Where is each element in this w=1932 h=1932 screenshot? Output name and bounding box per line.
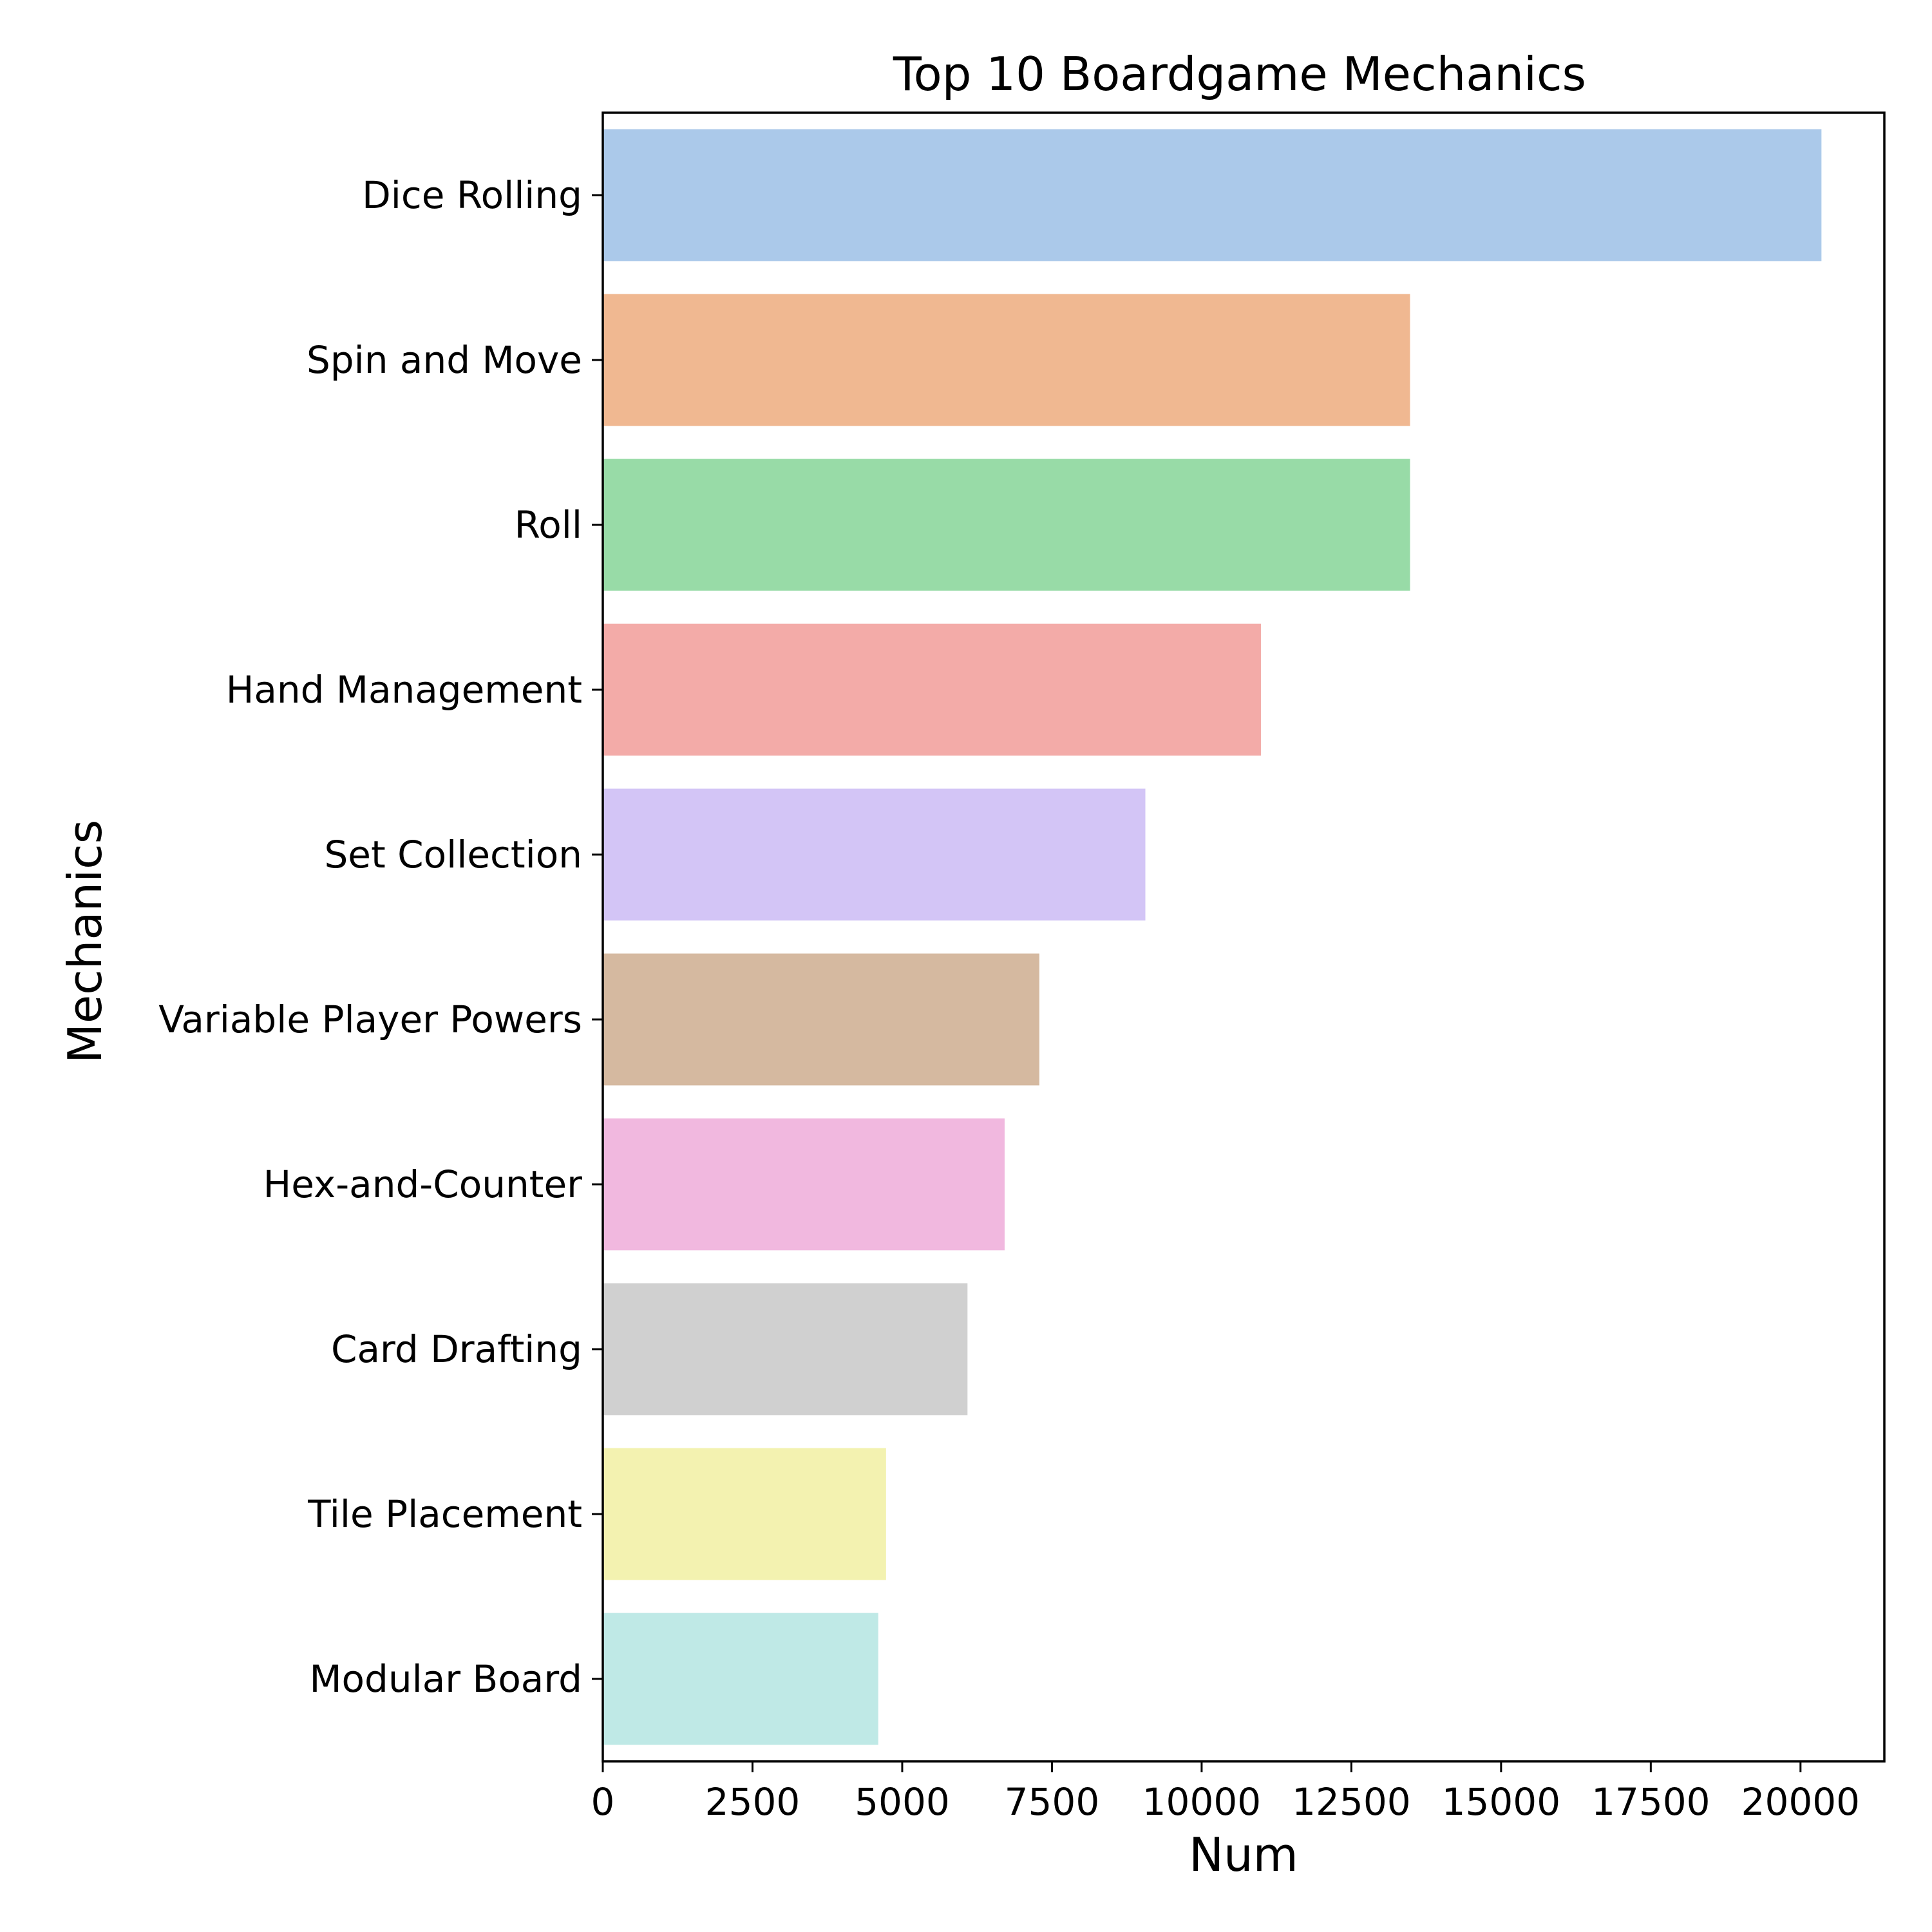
y-tick-label: Dice Rolling (362, 173, 582, 217)
y-tick-label: Hand Management (226, 668, 582, 712)
plot-frame (601, 111, 1886, 1763)
y-tick-label: Variable Player Powers (158, 998, 582, 1041)
x-tick-label: 7500 (1005, 1780, 1100, 1824)
chart-title: Top 10 Boardgame Mechanics (893, 47, 1586, 101)
y-tick-label: Tile Placement (307, 1492, 582, 1536)
x-tick-label: 15000 (1442, 1780, 1561, 1824)
bar-hex-and-counter (603, 1118, 1005, 1251)
bar-set-collection (603, 788, 1146, 921)
x-tick-label: 17500 (1591, 1780, 1710, 1824)
y-tick-label: Hex-and-Counter (263, 1162, 583, 1206)
bar-card-drafting (603, 1283, 968, 1416)
y-axis-label: Mechanics (58, 820, 112, 1064)
bar-variable-player-powers (603, 953, 1039, 1086)
x-tick-label: 0 (591, 1780, 615, 1824)
y-tick-label: Modular Board (309, 1657, 582, 1701)
x-axis-label: Num (1189, 1828, 1298, 1882)
bar-dice-rolling (603, 129, 1822, 261)
bar-roll (603, 459, 1410, 591)
x-tick-label: 10000 (1142, 1780, 1262, 1824)
bar-tile-placement (603, 1448, 886, 1580)
y-tick-label: Roll (515, 503, 582, 547)
x-tick-label: 12500 (1292, 1780, 1411, 1824)
y-tick-label: Spin and Move (307, 338, 582, 382)
bar-hand-management (603, 623, 1261, 756)
y-tick-label: Set Collection (324, 833, 582, 876)
x-axis-ticks: 0 2500 5000 7500 10000 12500 15000 17500 20000 (591, 1761, 1861, 1824)
bar-modular-board (603, 1613, 878, 1745)
bars-group (603, 129, 1822, 1745)
y-tick-label: Card Drafting (331, 1327, 582, 1371)
x-tick-label: 2500 (705, 1780, 800, 1824)
x-tick-label: 20000 (1741, 1780, 1861, 1824)
x-tick-label: 5000 (855, 1780, 950, 1824)
bar-spin-and-move (603, 294, 1410, 426)
y-axis-ticks: Dice Rolling Spin and Move Roll Hand Manage… (158, 173, 603, 1701)
